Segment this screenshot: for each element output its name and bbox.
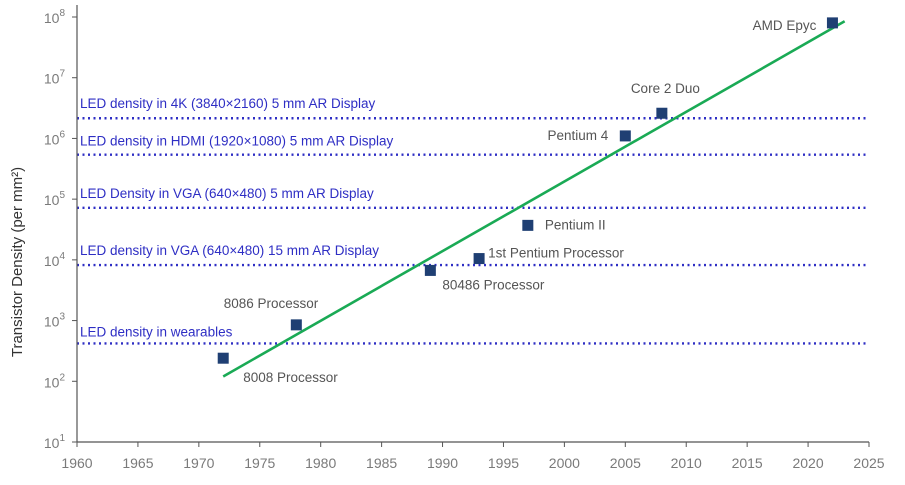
- reference-line-label: LED density in 4K (3840×2160) 5 mm AR Di…: [80, 96, 376, 111]
- x-tick-label: 1990: [427, 455, 458, 471]
- x-tick-label: 1970: [183, 455, 214, 471]
- trend-line: [222, 20, 846, 378]
- data-point-label: Core 2 Duo: [631, 81, 700, 96]
- data-point-label: 8086 Processor: [224, 296, 319, 311]
- x-tick-label: 1985: [366, 455, 397, 471]
- data-points: 8008 Processor 8086 Processor 80486 Proces…: [217, 17, 838, 385]
- y-axis-label: Transistor Density (per mm²): [9, 167, 26, 357]
- data-point-label: AMD Epyc: [753, 18, 817, 33]
- x-tick-label: 1965: [122, 455, 153, 471]
- data-point-marker: [656, 107, 668, 119]
- x-tick-label: 1980: [305, 455, 336, 471]
- reference-line-label: LED Density in VGA (640×480) 5 mm AR Dis…: [80, 186, 374, 201]
- axes: 1960 1965 1970 1975 1980 1985 1990 1995 2000 2005…: [44, 5, 885, 471]
- reference-lines: LED density in wearables LED density in V…: [77, 96, 869, 345]
- reference-line-label: LED density in wearables: [80, 324, 233, 339]
- trend-line-group: [222, 20, 846, 378]
- y-tick-label: 105: [44, 190, 66, 208]
- data-point-label: 1st Pentium Processor: [488, 246, 624, 261]
- x-tick-label: 2010: [671, 455, 702, 471]
- y-tick-label: 104: [44, 251, 66, 269]
- x-tick-label: 2005: [610, 455, 641, 471]
- reference-line-label: LED density in HDMI (1920×1080) 5 mm AR …: [80, 134, 394, 149]
- reference-line-label: LED density in VGA (640×480) 15 mm AR Di…: [80, 243, 379, 258]
- x-tick-label: 2015: [732, 455, 763, 471]
- x-tick-label: 1995: [488, 455, 519, 471]
- y-tick-label: 107: [44, 69, 66, 87]
- data-point-marker: [424, 264, 436, 276]
- data-point-label: Pentium 4: [548, 128, 609, 143]
- x-tick-label: 2025: [853, 455, 884, 471]
- data-point-marker: [826, 17, 838, 29]
- y-tick-label: 102: [44, 372, 66, 390]
- x-tick-label: 2020: [792, 455, 823, 471]
- x-tick-label: 2000: [549, 455, 580, 471]
- data-point-label: Pentium II: [545, 217, 606, 232]
- data-point-marker: [217, 352, 229, 364]
- y-tick-label: 108: [44, 8, 66, 26]
- data-point-label: 8008 Processor: [243, 370, 338, 385]
- data-point-label: 80486 Processor: [442, 277, 545, 292]
- y-tick-label: 103: [44, 312, 66, 330]
- data-point-marker: [522, 219, 534, 231]
- data-point-marker: [473, 253, 485, 265]
- y-tick-label: 106: [44, 129, 66, 147]
- data-point-marker: [619, 130, 631, 142]
- x-tick-label: 1975: [244, 455, 275, 471]
- data-point-marker: [290, 319, 302, 331]
- x-tick-label: 1960: [61, 455, 92, 471]
- y-tick-label: 101: [44, 433, 66, 451]
